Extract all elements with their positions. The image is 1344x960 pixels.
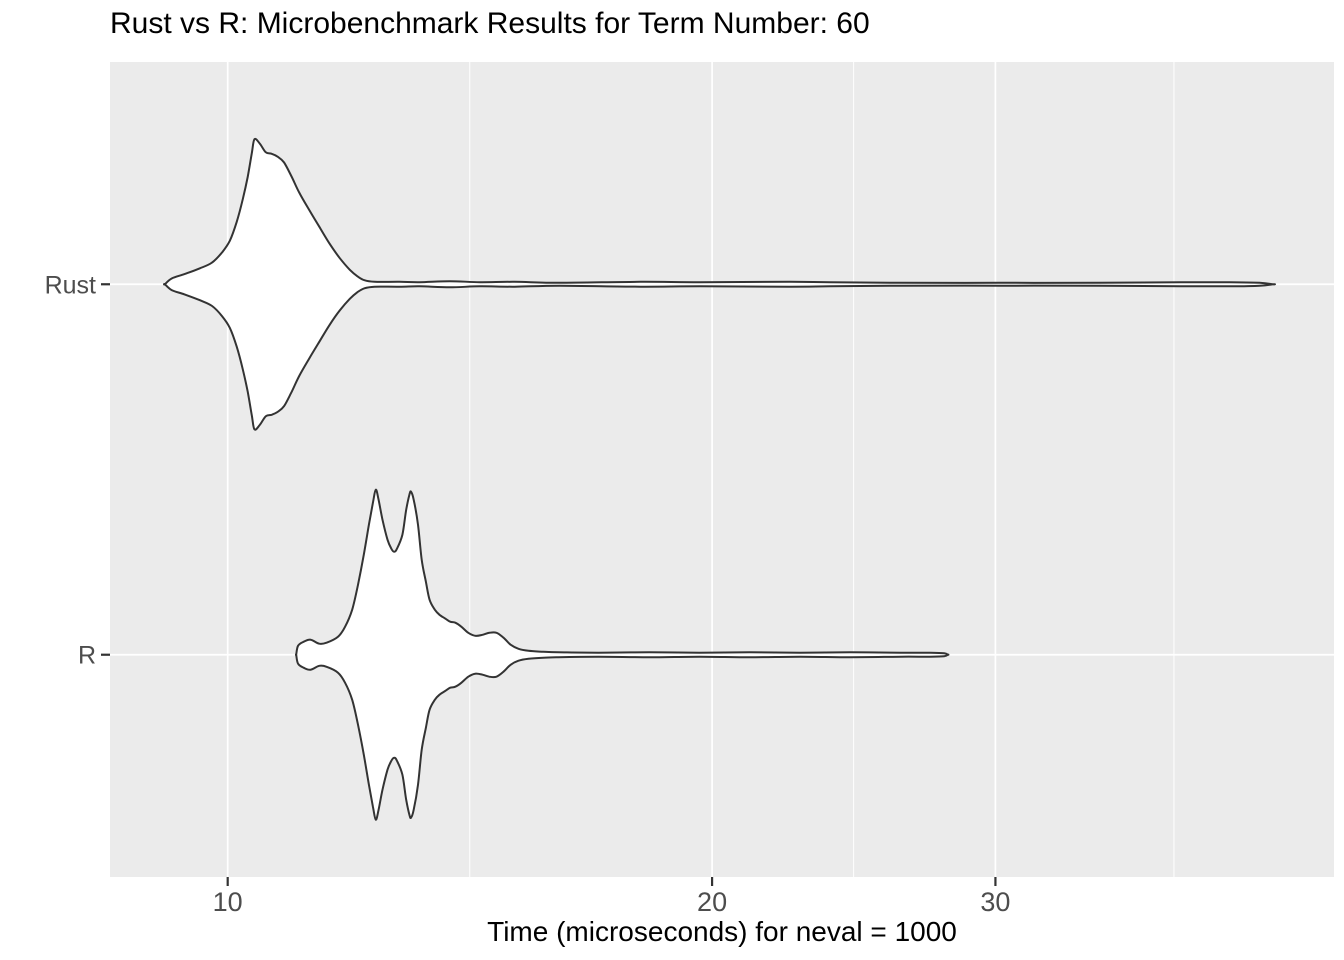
y-tick-label-rust: Rust xyxy=(45,271,96,299)
x-tick-label-30: 30 xyxy=(980,887,1010,917)
x-axis-title: Time (microseconds) for neval = 1000 xyxy=(487,916,957,947)
violin-rust xyxy=(163,137,1277,431)
x-tick-label-10: 10 xyxy=(213,887,243,917)
panel-background xyxy=(110,62,1334,877)
y-tick-label-r: R xyxy=(78,642,96,670)
plot-title: Rust vs R: Microbenchmark Results for Te… xyxy=(110,7,870,40)
x-tick-label-20: 20 xyxy=(697,887,727,917)
violin-r xyxy=(294,488,950,821)
